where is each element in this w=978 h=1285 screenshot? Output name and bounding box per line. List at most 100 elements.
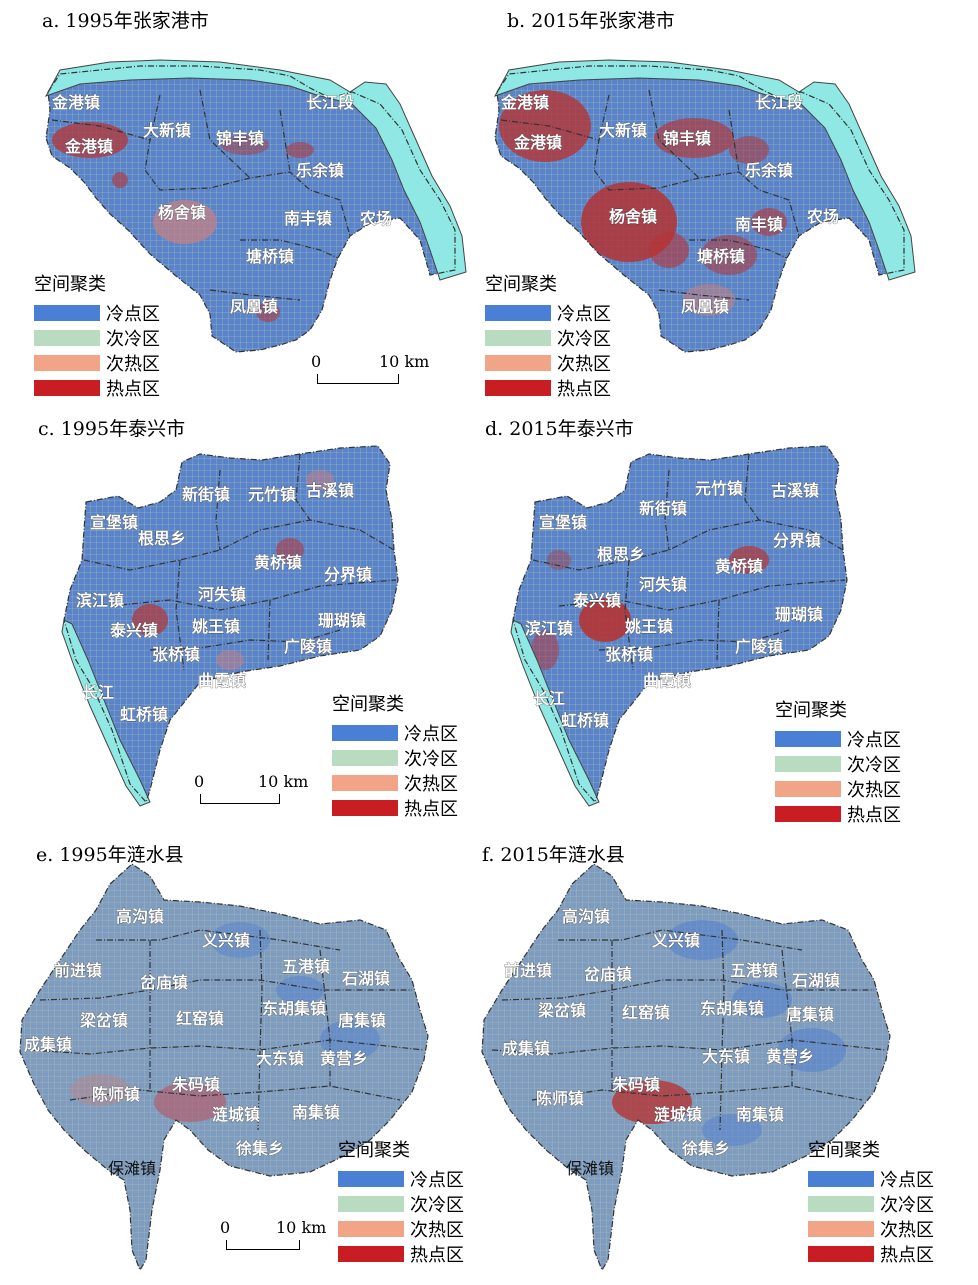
legend-label: 次热区 [410, 1219, 464, 1241]
town-label: 前进镇 [54, 961, 102, 980]
town-label: 南集镇 [736, 1105, 784, 1124]
legend-item: 热点区 [485, 375, 611, 400]
legend-swatch-hot [332, 799, 398, 816]
town-label: 陈师镇 [536, 1089, 584, 1108]
scale-line [317, 374, 399, 384]
town-label: 金港镇 [51, 93, 100, 112]
panel-title: c. 1995年泰兴市 [38, 418, 186, 440]
panel-title: b. 2015年张家港市 [507, 10, 675, 32]
town-label: 杨舍镇 [158, 203, 206, 222]
legend-item: 次冷区 [332, 745, 458, 770]
town-label: 农场 [806, 207, 839, 226]
river [493, 59, 916, 281]
town-label: 朱码镇 [172, 1075, 220, 1094]
town-label: 锦丰镇 [663, 129, 711, 148]
legend-swatch-subhot [338, 1220, 404, 1237]
town-label: 广陵镇 [735, 637, 783, 656]
town-labels: 高沟镇 义兴镇 前进镇 五港镇 石湖镇 岔庙镇 东胡集镇 梁岔镇 红窑镇 唐集镇… [24, 907, 391, 1178]
town-label: 长江段 [755, 93, 804, 112]
town-label: 杨舍镇 [609, 207, 657, 226]
legend-swatch-subhot [34, 354, 100, 371]
town-label: 朱码镇 [612, 1075, 660, 1094]
legend-swatch-subhot [485, 354, 551, 371]
boundaries [45, 65, 456, 353]
panel-title: a. 1995年张家港市 [42, 10, 209, 32]
panel-title: e. 1995年涟水县 [36, 844, 184, 866]
legend-swatch-cold [808, 1170, 874, 1187]
legend-item: 热点区 [338, 1241, 464, 1266]
legend-item: 冷点区 [775, 726, 901, 751]
panel-d: d. 2015年泰兴市 元竹镇 古溪镇 新街镇 宣堡镇 根思乡 [449, 410, 938, 830]
legend-swatch-subcold [485, 329, 551, 346]
legend-label: 热点区 [847, 804, 901, 826]
legend-label: 冷点区 [847, 729, 901, 751]
legend-label: 热点区 [880, 1244, 934, 1266]
legend: 空间聚类 冷点区 次冷区 次热区 热点区 [338, 1136, 464, 1266]
town-label: 黄营乡 [320, 1049, 368, 1068]
scale-end: 10 km [276, 1218, 327, 1237]
town-label: 高沟镇 [562, 907, 610, 926]
town-label: 大新镇 [143, 121, 191, 140]
town-label: 义兴镇 [652, 931, 700, 950]
town-label: 河失镇 [198, 585, 246, 604]
town-label: 元竹镇 [695, 479, 743, 498]
legend-swatch-subhot [808, 1220, 874, 1237]
legend-item: 冷点区 [34, 300, 160, 325]
town-label: 张桥镇 [152, 645, 200, 664]
river [61, 619, 151, 807]
town-label: 泰兴镇 [109, 621, 158, 640]
legend-item: 热点区 [34, 375, 160, 400]
town-label: 梁岔镇 [79, 1011, 128, 1030]
legend-item: 热点区 [332, 795, 458, 820]
town-label: 古溪镇 [306, 481, 354, 500]
legend-swatch-cold [338, 1170, 404, 1187]
town-label: 河失镇 [639, 575, 687, 594]
town-label: 五港镇 [730, 961, 778, 980]
legend-label: 次热区 [106, 353, 160, 375]
town-label: 保滩镇 [108, 1159, 156, 1178]
legend-item: 热点区 [808, 1241, 934, 1266]
legend-item: 冷点区 [332, 720, 458, 745]
town-label: 广陵镇 [284, 637, 332, 656]
boundaries [494, 65, 905, 353]
legend: 空间聚类 冷点区 次冷区 次热区 热点区 [775, 696, 901, 826]
map-zhangjiagang-2015: 金港镇 金港镇 大新镇 锦丰镇 长江段 乐余镇 杨舍镇 南丰镇 农场 塘桥镇 凤… [493, 59, 916, 353]
legend-swatch-hot [338, 1245, 404, 1262]
scale-line [226, 1240, 300, 1250]
legend-label: 热点区 [410, 1244, 464, 1266]
legend-item: 热点区 [775, 801, 901, 826]
legend-label: 次冷区 [880, 1194, 934, 1216]
legend-item: 次热区 [775, 776, 901, 801]
town-label: 徐集乡 [681, 1139, 730, 1158]
panel-title: f. 2015年涟水县 [482, 844, 625, 866]
town-label: 长江段 [306, 93, 355, 112]
town-label: 古溪镇 [771, 481, 819, 500]
town-label: 虹桥镇 [120, 705, 168, 724]
scale-zero: 0 [194, 772, 205, 791]
town-label: 唐集镇 [786, 1005, 834, 1024]
town-label: 黄桥镇 [715, 557, 763, 576]
town-label: 金港镇 [500, 93, 549, 112]
legend-item: 冷点区 [808, 1166, 934, 1191]
town-label: 张桥镇 [605, 645, 653, 664]
scale-end: 10 km [379, 352, 430, 371]
legend-label: 冷点区 [106, 303, 160, 325]
town-label: 新街镇 [639, 499, 687, 518]
town-label: 金港镇 [513, 133, 562, 152]
legend-swatch-subcold [808, 1195, 874, 1212]
town-label: 义兴镇 [202, 931, 250, 950]
legend-swatch-subcold [34, 329, 100, 346]
town-label: 五港镇 [282, 957, 330, 976]
town-label: 根思乡 [138, 529, 186, 548]
town-label: 农场 [359, 209, 392, 228]
town-label: 乐余镇 [296, 161, 344, 180]
legend-item: 次冷区 [775, 751, 901, 776]
town-label: 长江 [82, 683, 114, 702]
legend-swatch-subcold [332, 749, 398, 766]
town-label: 宣堡镇 [539, 513, 587, 532]
town-label: 南丰镇 [284, 209, 332, 228]
legend-label: 次热区 [880, 1219, 934, 1241]
panel-a: a. 1995年张家港市 金港镇 金港镇 大新镇 锦丰镇 长江 [0, 0, 489, 410]
town-label: 根思乡 [597, 545, 645, 564]
town-label: 红窑镇 [622, 1003, 670, 1022]
